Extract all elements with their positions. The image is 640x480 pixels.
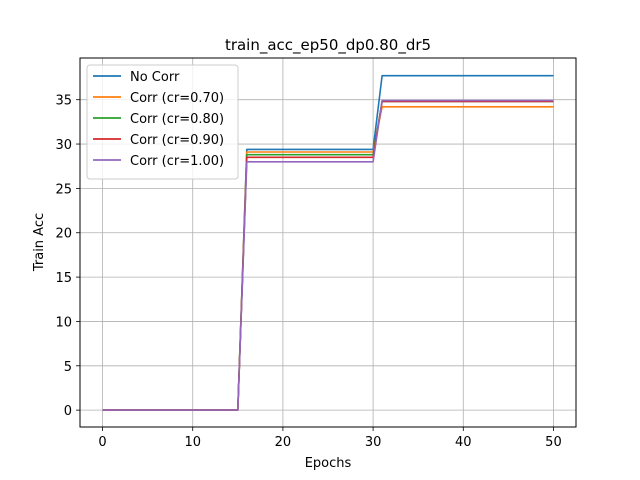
y-tick-label: 35 [55, 94, 72, 109]
x-tick-label: 50 [545, 435, 562, 450]
series-lines [102, 74, 554, 411]
x-tick-label: 30 [365, 435, 382, 450]
legend-entry-label: Corr (cr=0.70) [130, 91, 224, 106]
y-tick-label: 5 [64, 360, 72, 375]
legend: No Corr Corr (cr=0.70) Corr (cr=0.80) Corr … [86, 64, 239, 180]
legend-box [86, 64, 239, 180]
y-tick-label: 25 [55, 182, 72, 197]
x-axis-label: Epochs [305, 456, 352, 471]
legend-entry-label: Corr (cr=1.00) [130, 154, 224, 169]
plot-frame [79, 57, 577, 428]
legend-entry-label: No Corr [130, 70, 180, 85]
series-line-4 [102, 99, 554, 411]
grid [80, 58, 576, 427]
axis-ticks: 0 10 20 30 40 50 0 5 10 15 20 25 30 35 [55, 94, 561, 450]
y-tick-label: 20 [55, 227, 72, 242]
legend-entry-label: Corr (cr=0.90) [130, 133, 224, 148]
y-tick-label: 30 [55, 138, 72, 153]
chart-title: train_acc_ep50_dp0.80_dr5 [225, 36, 431, 55]
x-tick-label: 40 [455, 435, 472, 450]
x-tick-label: 20 [275, 435, 292, 450]
y-tick-label: 15 [55, 271, 72, 286]
y-tick-label: 10 [55, 315, 72, 330]
y-axis-label: Train Acc [32, 213, 47, 272]
x-tick-label: 10 [184, 435, 201, 450]
legend-entry-label: Corr (cr=0.80) [130, 112, 224, 127]
y-tick-label: 0 [64, 404, 72, 419]
x-tick-label: 0 [98, 435, 106, 450]
